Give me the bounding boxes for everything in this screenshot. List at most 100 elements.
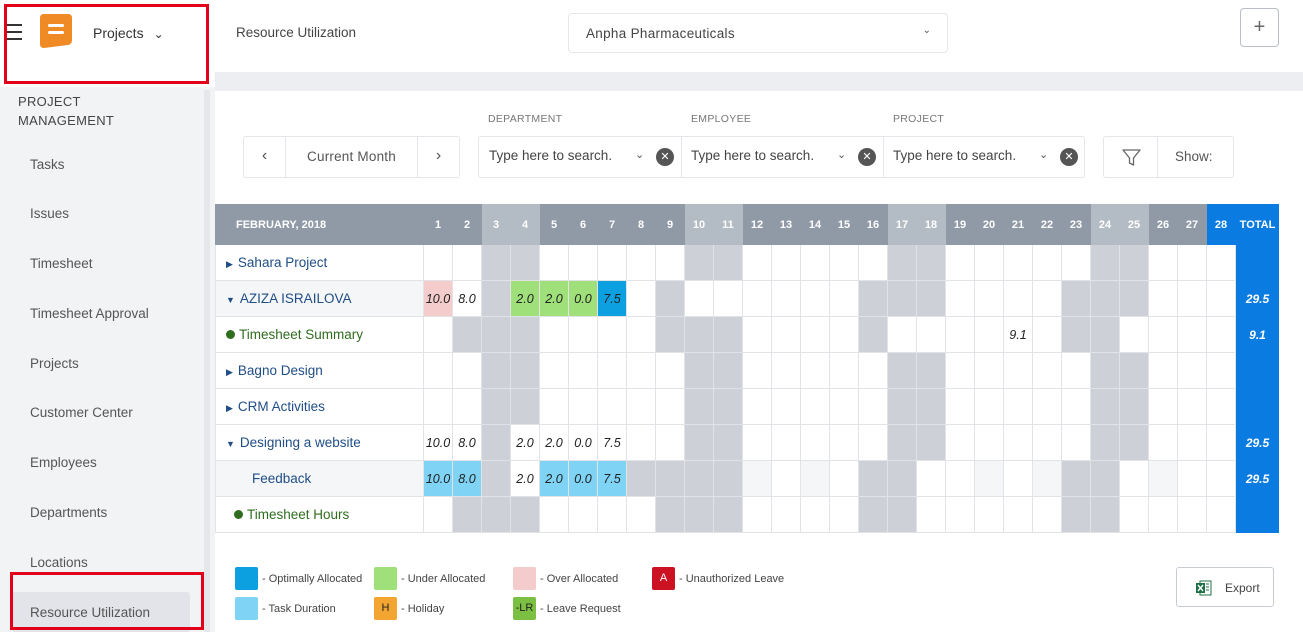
day-cell-18[interactable] (916, 352, 946, 389)
day-cell-15[interactable] (829, 316, 859, 353)
sidebar-item-locations[interactable]: Locations (30, 555, 88, 570)
day-cell-23[interactable] (1061, 316, 1091, 353)
day-cell-12[interactable] (742, 280, 772, 317)
company-selector[interactable]: Anpha Pharmaceuticals ⌄ (568, 13, 948, 53)
day-cell-6[interactable] (568, 316, 598, 353)
day-cell-22[interactable] (1032, 496, 1062, 533)
day-cell-26[interactable] (1148, 388, 1178, 425)
day-cell-26[interactable] (1148, 280, 1178, 317)
clear-icon[interactable]: ✕ (656, 148, 674, 166)
day-cell-20[interactable] (974, 388, 1004, 425)
day-cell-3[interactable] (481, 244, 511, 281)
day-cell-1[interactable]: 10.0 (423, 280, 453, 317)
filter-button[interactable] (1104, 137, 1158, 177)
day-cell-21[interactable] (1003, 496, 1033, 533)
day-cell-11[interactable] (713, 424, 743, 461)
day-cell-5[interactable] (539, 388, 569, 425)
day-cell-19[interactable] (945, 424, 975, 461)
day-cell-8[interactable] (626, 424, 656, 461)
day-cell-17[interactable] (887, 388, 917, 425)
module-selector[interactable]: Projects ⌄ (93, 25, 164, 41)
day-cell-7[interactable] (597, 244, 627, 281)
day-cell-11[interactable] (713, 316, 743, 353)
day-cell-12[interactable] (742, 316, 772, 353)
expand-icon[interactable]: ▶ (226, 367, 233, 377)
add-button[interactable]: + (1240, 8, 1279, 47)
day-cell-25[interactable] (1119, 352, 1149, 389)
day-cell-25[interactable] (1119, 460, 1149, 497)
day-cell-10[interactable] (684, 280, 714, 317)
day-cell-28[interactable] (1206, 316, 1236, 353)
day-cell-9[interactable] (655, 280, 685, 317)
sidebar-item-issues[interactable]: Issues (30, 206, 70, 221)
day-cell-20[interactable] (974, 244, 1004, 281)
day-cell-15[interactable] (829, 496, 859, 533)
day-cell-5[interactable] (539, 352, 569, 389)
day-cell-7[interactable] (597, 316, 627, 353)
chevron-down-icon[interactable]: ⌄ (837, 149, 847, 161)
day-cell-15[interactable] (829, 388, 859, 425)
day-cell-14[interactable] (800, 388, 830, 425)
day-cell-22[interactable] (1032, 316, 1062, 353)
day-cell-9[interactable] (655, 352, 685, 389)
clear-icon[interactable]: ✕ (1060, 148, 1078, 166)
day-cell-15[interactable] (829, 460, 859, 497)
day-cell-23[interactable] (1061, 460, 1091, 497)
day-cell-4[interactable]: 2.0 (510, 424, 540, 461)
day-cell-5[interactable] (539, 316, 569, 353)
day-cell-11[interactable] (713, 280, 743, 317)
day-cell-15[interactable] (829, 424, 859, 461)
day-cell-16[interactable] (858, 352, 888, 389)
day-cell-24[interactable] (1090, 388, 1120, 425)
day-cell-12[interactable] (742, 388, 772, 425)
day-cell-27[interactable] (1177, 244, 1207, 281)
day-cell-7[interactable]: 7.5 (597, 280, 627, 317)
day-cell-17[interactable] (887, 460, 917, 497)
day-cell-15[interactable] (829, 280, 859, 317)
day-cell-26[interactable] (1148, 352, 1178, 389)
day-cell-27[interactable] (1177, 388, 1207, 425)
day-cell-12[interactable] (742, 460, 772, 497)
day-cell-28[interactable] (1206, 496, 1236, 533)
day-cell-21[interactable] (1003, 424, 1033, 461)
day-cell-16[interactable] (858, 496, 888, 533)
day-cell-12[interactable] (742, 424, 772, 461)
current-period[interactable]: Current Month (307, 149, 396, 164)
day-cell-24[interactable] (1090, 280, 1120, 317)
department-search-input[interactable] (489, 148, 629, 163)
row-label[interactable]: ▶ Bagno Design (215, 352, 424, 389)
day-cell-20[interactable] (974, 460, 1004, 497)
day-cell-4[interactable]: 2.0 (510, 280, 540, 317)
day-cell-6[interactable] (568, 388, 598, 425)
day-cell-3[interactable] (481, 280, 511, 317)
day-cell-11[interactable] (713, 460, 743, 497)
day-cell-18[interactable] (916, 280, 946, 317)
day-cell-3[interactable] (481, 424, 511, 461)
collapse-icon[interactable]: ▼ (226, 295, 235, 305)
day-cell-14[interactable] (800, 496, 830, 533)
hamburger-menu-icon[interactable] (7, 24, 22, 42)
day-cell-7[interactable] (597, 352, 627, 389)
day-cell-17[interactable] (887, 280, 917, 317)
day-cell-18[interactable] (916, 316, 946, 353)
day-cell-13[interactable] (771, 460, 801, 497)
day-cell-17[interactable] (887, 244, 917, 281)
day-cell-2[interactable] (452, 316, 482, 353)
day-cell-16[interactable] (858, 388, 888, 425)
day-cell-1[interactable]: 10.0 (423, 460, 453, 497)
day-cell-22[interactable] (1032, 244, 1062, 281)
day-cell-10[interactable] (684, 424, 714, 461)
day-cell-22[interactable] (1032, 460, 1062, 497)
day-cell-9[interactable] (655, 424, 685, 461)
day-cell-21[interactable] (1003, 244, 1033, 281)
day-cell-20[interactable] (974, 496, 1004, 533)
day-cell-20[interactable] (974, 424, 1004, 461)
previous-month-button[interactable]: ‹ (244, 137, 286, 177)
day-cell-10[interactable] (684, 316, 714, 353)
day-cell-6[interactable]: 0.0 (568, 424, 598, 461)
day-cell-21[interactable]: 9.1 (1003, 316, 1033, 353)
day-cell-11[interactable] (713, 244, 743, 281)
day-cell-14[interactable] (800, 424, 830, 461)
day-cell-19[interactable] (945, 496, 975, 533)
day-cell-2[interactable]: 8.0 (452, 460, 482, 497)
